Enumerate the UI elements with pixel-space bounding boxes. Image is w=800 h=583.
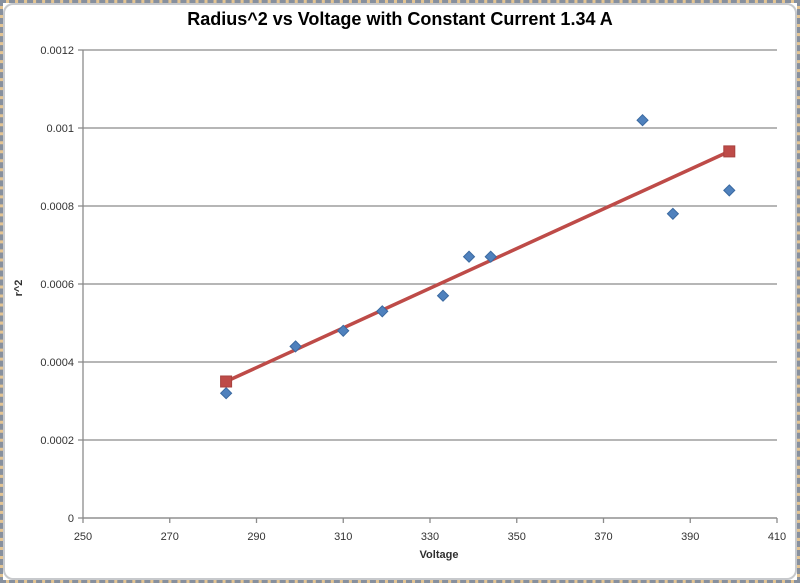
data-point[interactable] [289, 340, 302, 353]
x-tick-label: 270 [161, 531, 179, 543]
x-axis-title: Voltage [419, 549, 459, 561]
data-point[interactable] [219, 386, 233, 400]
data-point[interactable] [436, 289, 450, 302]
x-tick-label: 250 [74, 531, 92, 543]
y-tick-label: 0.001 [46, 123, 74, 135]
y-axis-title: r^2 [13, 279, 25, 297]
x-tick-label: 370 [594, 531, 612, 543]
data-point[interactable] [636, 113, 649, 127]
y-tick-label: 0.0002 [40, 435, 74, 447]
data-point[interactable] [462, 250, 476, 263]
x-tick-label: 310 [334, 531, 352, 543]
y-tick-label: 0.0004 [40, 357, 74, 369]
data-point[interactable] [723, 184, 736, 197]
trendline-endpoint[interactable] [220, 375, 233, 388]
x-tick-label: 330 [421, 531, 439, 543]
data-point[interactable] [666, 207, 680, 221]
trendline-endpoint[interactable] [723, 145, 736, 158]
data-point[interactable] [337, 324, 350, 338]
chart-title: Radius^2 vs Voltage with Constant Curren… [187, 9, 613, 29]
x-tick-label: 350 [508, 531, 526, 543]
y-tick-label: 0.0012 [40, 45, 74, 57]
y-tick-label: 0.0006 [40, 279, 74, 291]
trendline[interactable] [224, 149, 732, 384]
chart-frame [3, 3, 797, 580]
data-point[interactable] [376, 305, 389, 318]
x-tick-label: 410 [768, 531, 786, 543]
data-point[interactable] [484, 250, 497, 263]
y-tick-label: 0 [68, 513, 74, 525]
y-tick-label: 0.0008 [40, 201, 74, 213]
x-tick-label: 290 [247, 531, 265, 543]
x-tick-label: 390 [681, 531, 699, 543]
